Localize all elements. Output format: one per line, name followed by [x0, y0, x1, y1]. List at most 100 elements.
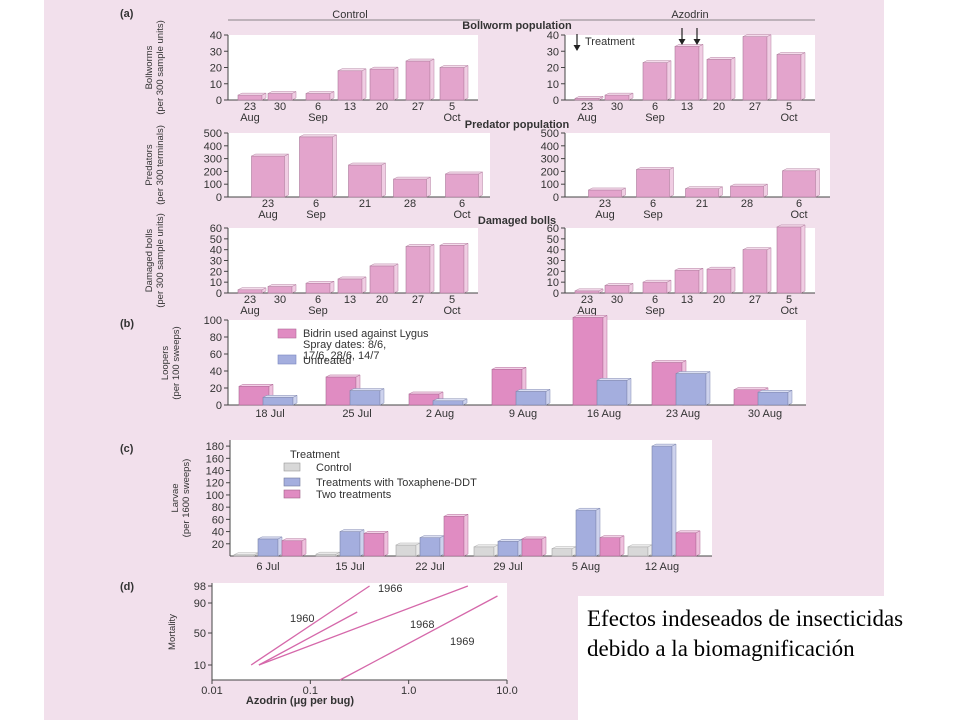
y-tick-label: 20 — [210, 383, 222, 395]
bar-toxaphene-side — [671, 443, 677, 557]
legend-label: Spray dates: 8/6, — [303, 339, 386, 351]
y-tick-label: 30 — [210, 256, 222, 268]
x-tick-label: 23 — [581, 294, 593, 306]
caption-text: Efectos indeseados de insecticidas debid… — [587, 606, 904, 661]
y-tick-label: 10 — [194, 660, 206, 672]
bar-side — [766, 247, 772, 294]
y-tick-label: 100 — [206, 490, 224, 502]
mortality-line-1960 — [258, 611, 358, 666]
x-tick-label: 30 — [611, 294, 623, 306]
x-tick-label: 2 Aug — [426, 408, 454, 420]
x-tick-label: 27 — [412, 294, 424, 306]
x-tick-label: 1.0 — [401, 685, 416, 697]
bar-untreated-top — [596, 378, 632, 381]
y-tick-label: 20 — [547, 63, 559, 75]
x-tick-label: 27 — [412, 101, 424, 113]
panel-label-b: (b) — [120, 318, 134, 330]
y-tick-label: 20 — [547, 266, 559, 278]
legend-label: Bidrin used against Lygus — [303, 328, 429, 340]
legend-swatch — [283, 489, 301, 499]
bar-top — [642, 279, 672, 283]
month-label: Oct — [453, 209, 470, 221]
x-tick-label: 30 — [274, 101, 286, 113]
bar-top — [369, 263, 399, 267]
x-tick-label: 6 — [796, 198, 802, 210]
bar-untreated-top — [349, 388, 385, 391]
bar-side — [429, 244, 435, 294]
bar — [604, 94, 630, 101]
y-tick-label: 50 — [210, 234, 222, 246]
bar-side — [381, 162, 386, 198]
y-tick-label: 10 — [547, 277, 559, 289]
bar-top — [685, 186, 723, 189]
y-axis-label-line: Damaged bolls — [144, 229, 155, 293]
y-axis-label-line: (per 100 sweeps) — [171, 326, 182, 399]
bar-side — [730, 56, 736, 101]
treatment-arrowhead — [573, 45, 581, 51]
bar-toxaphene — [257, 538, 279, 557]
bar-toxaphene-side — [439, 535, 445, 557]
series-label: 1968 — [410, 619, 434, 631]
bar-control — [395, 544, 417, 557]
x-tick-label: 0.1 — [303, 685, 318, 697]
treatment-arrowhead — [693, 39, 701, 45]
bar-top — [267, 284, 297, 287]
x-tick-label: 6 — [650, 198, 656, 210]
month-label: Sep — [308, 112, 328, 124]
bar-two-treatments-top — [363, 531, 389, 534]
bar-toxaphene — [419, 537, 441, 557]
y-axis-label: Bollworms(per 300 sample units) — [144, 20, 166, 115]
bar — [393, 178, 427, 198]
y-tick-label: 400 — [541, 141, 559, 153]
bar — [574, 290, 600, 294]
panel-label-d: (d) — [120, 581, 134, 593]
series-label: 1960 — [290, 613, 314, 625]
bar — [674, 46, 700, 101]
y-tick-label: 20 — [212, 539, 224, 551]
legend-swatch — [283, 462, 301, 472]
bar-top — [305, 281, 335, 284]
month-label: Oct — [443, 305, 460, 317]
x-tick-label: 5 Aug — [572, 561, 600, 573]
bar-side — [730, 266, 736, 294]
bar-control-top — [395, 542, 421, 546]
bar-top — [674, 268, 704, 271]
bar — [742, 36, 768, 101]
bar-top — [604, 92, 634, 96]
bar-side — [361, 68, 367, 101]
y-axis-label-line: Loopers — [160, 346, 171, 381]
bar — [405, 60, 431, 101]
plot-area — [230, 440, 712, 556]
month-label: Sep — [645, 305, 665, 317]
bar — [299, 136, 333, 198]
y-tick-label: 120 — [206, 478, 224, 490]
bar — [604, 285, 630, 294]
x-tick-label: 23 — [244, 294, 256, 306]
bar — [742, 249, 768, 294]
y-axis-label-line: Larvae — [170, 483, 181, 512]
plot-area — [212, 583, 507, 680]
bar-untreated — [757, 391, 789, 406]
bar-control-top — [233, 552, 259, 556]
bar-side — [698, 267, 704, 294]
x-tick-label: 6 — [313, 198, 319, 210]
bar — [685, 188, 719, 198]
x-tick-label: 28 — [404, 198, 416, 210]
bar — [237, 289, 263, 294]
bar-top — [730, 183, 768, 187]
y-tick-label: 200 — [541, 166, 559, 178]
bar-toxaphene-top — [651, 443, 677, 447]
y-axis-label-line: Predators — [144, 144, 155, 185]
x-axis-label: Azodrin (μg per bug) — [246, 695, 354, 707]
bar-untreated-side — [787, 389, 793, 406]
x-tick-label: 30 — [611, 101, 623, 113]
bar-control-top — [473, 544, 499, 548]
bar-untreated — [675, 373, 707, 406]
y-tick-label: 0 — [553, 192, 559, 204]
bar — [251, 155, 285, 198]
x-tick-label: 12 Aug — [645, 561, 679, 573]
y-tick-label: 160 — [206, 453, 224, 465]
y-tick-label: 98 — [194, 581, 206, 593]
y-tick-label: 300 — [204, 154, 222, 166]
bar-top — [251, 153, 289, 157]
